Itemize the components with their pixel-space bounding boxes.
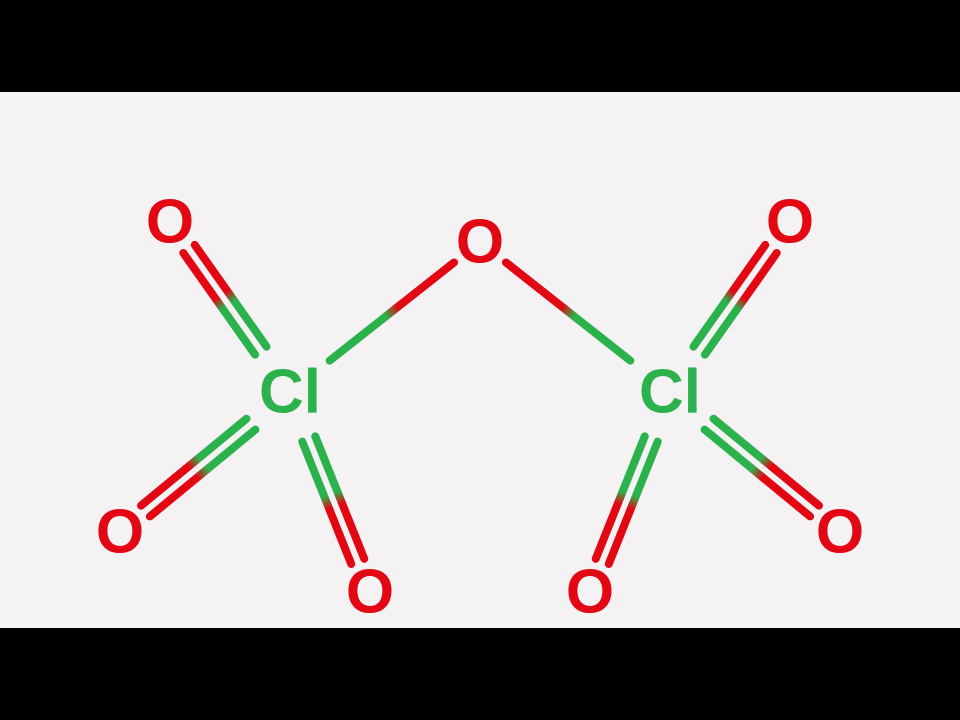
letterbox-top — [0, 0, 960, 92]
atom-label-o: O — [346, 558, 394, 627]
bond — [195, 245, 267, 347]
bond — [183, 253, 255, 355]
atom-label-o: O — [96, 498, 144, 567]
letterbox-bottom — [0, 628, 960, 720]
atom-label-o: O — [816, 498, 864, 567]
molecule-svg: O Cl Cl O O O O O O — [0, 92, 960, 628]
bond — [705, 430, 810, 517]
atom-label-o: O — [766, 188, 814, 257]
bond — [705, 253, 777, 355]
atom-label-cl: Cl — [639, 358, 701, 427]
atom-label-o: O — [566, 558, 614, 627]
bond — [141, 419, 246, 506]
bond — [714, 419, 819, 506]
bond — [506, 262, 630, 360]
bond — [693, 245, 765, 347]
diagram-panel: O Cl Cl O O O O O O — [0, 92, 960, 628]
atom-label-o: O — [146, 188, 194, 257]
bond — [330, 262, 454, 360]
figure-frame: O Cl Cl O O O O O O — [0, 0, 960, 720]
bond — [150, 430, 255, 517]
atom-label-cl: Cl — [259, 358, 321, 427]
atom-label-o: O — [456, 208, 504, 277]
